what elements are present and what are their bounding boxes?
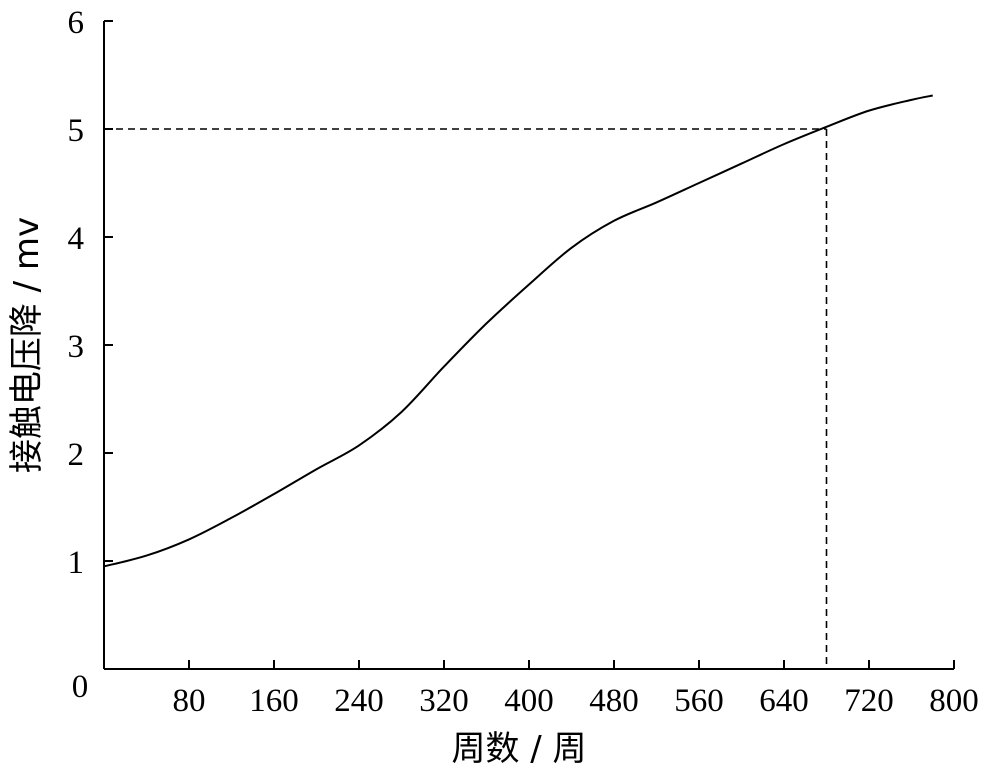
y-tick-label: 1 (68, 545, 85, 581)
y-tick-label: 6 (68, 5, 85, 41)
x-tick-label: 400 (504, 683, 554, 719)
x-ticks: 80 160 240 320 400 480 560 640 720 800 (173, 660, 979, 719)
y-axis-title: 接触电压降 / mv (7, 217, 47, 473)
y-ticks: 1 2 3 4 5 6 (68, 5, 113, 581)
x-tick-label: 560 (674, 683, 724, 719)
y-tick-label: 5 (68, 113, 85, 149)
origin-label: 0 (72, 669, 89, 705)
x-tick-label: 80 (173, 683, 206, 719)
x-tick-label: 320 (419, 683, 469, 719)
x-tick-label: 480 (589, 683, 639, 719)
guides (104, 128, 828, 669)
x-tick-label: 640 (759, 683, 809, 719)
y-tick-label: 3 (68, 329, 85, 365)
series-line (103, 94, 933, 568)
x-tick-label: 720 (844, 683, 894, 719)
series (103, 94, 933, 568)
x-axis-title: 周数 / 周 (451, 729, 586, 769)
y-tick-label: 4 (68, 221, 85, 257)
x-tick-label: 800 (929, 683, 979, 719)
x-tick-label: 240 (334, 683, 384, 719)
y-tick-label: 2 (68, 437, 85, 473)
x-tick-label: 160 (249, 683, 299, 719)
